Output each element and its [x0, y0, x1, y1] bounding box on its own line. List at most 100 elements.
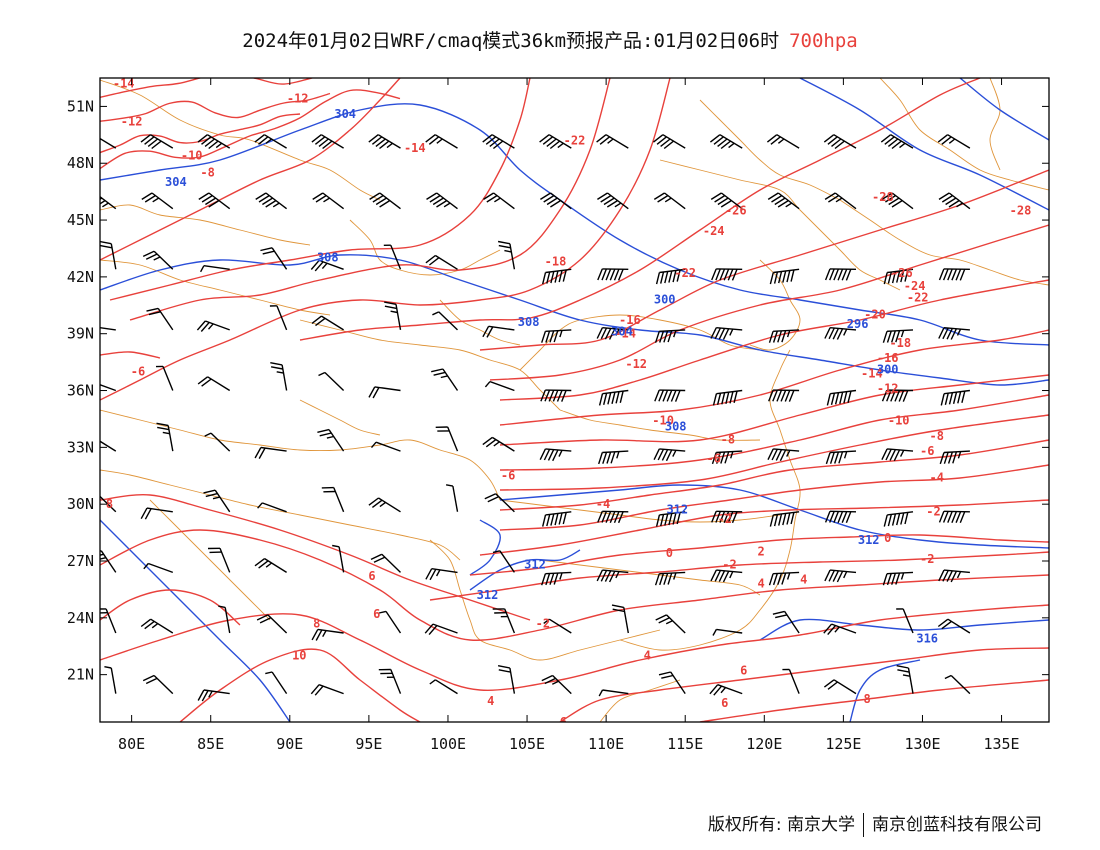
barb-feather: [721, 392, 726, 405]
border-line: [439, 299, 521, 346]
barb-feather: [254, 134, 265, 143]
wind-barb: [445, 484, 459, 512]
barb-feather: [315, 629, 323, 641]
temperature-label: -22: [564, 133, 586, 147]
barb-feather: [841, 268, 848, 281]
barb-feather: [315, 195, 327, 203]
wind-barb: [484, 493, 515, 513]
barb-staff: [100, 383, 117, 392]
temperature-label: -28: [872, 190, 894, 204]
temperature-label: -6: [920, 444, 934, 458]
temperature-label: -22: [674, 266, 696, 280]
barb-staff: [493, 192, 515, 210]
barb-feather: [485, 439, 497, 448]
wind-barb: [543, 618, 572, 634]
temperature-label: -16: [877, 351, 899, 365]
barb-staff: [162, 366, 174, 391]
barb-feather: [833, 511, 840, 523]
barb-feather: [102, 202, 109, 208]
barb-feather: [942, 570, 949, 582]
barb-feather: [709, 684, 719, 695]
lon-tick-label: 120E: [746, 735, 782, 753]
barb-feather: [843, 328, 848, 336]
barb-feather: [663, 573, 669, 585]
barb-feather: [832, 328, 840, 340]
wind-barb: [425, 568, 458, 581]
barb-feather: [714, 195, 726, 203]
barb-feather: [824, 569, 831, 582]
height-label: 300: [877, 363, 899, 377]
temperature-label: 4: [800, 573, 807, 587]
wind-barb: [823, 623, 857, 636]
barb-feather: [823, 134, 835, 143]
barb-feather: [486, 326, 494, 338]
wind-barb: [767, 448, 800, 462]
wind-barb: [370, 441, 401, 452]
barb-feather: [941, 195, 953, 203]
barb-feather: [600, 195, 612, 203]
barb-feather: [323, 197, 330, 203]
barb-feather: [773, 271, 779, 284]
wind-barb: [265, 671, 288, 694]
barb-feather: [156, 422, 169, 427]
temperature-isotherm: [469, 534, 1049, 576]
barb-feather: [713, 685, 723, 696]
barb-staff: [602, 510, 629, 513]
barb-feather: [714, 327, 722, 340]
barb-feather: [104, 666, 112, 669]
barb-feather: [658, 671, 671, 676]
wind-barb: [824, 192, 857, 210]
barb-feather: [549, 330, 555, 343]
barb-staff: [773, 448, 800, 452]
barb-feather: [598, 689, 604, 697]
barb-feather: [672, 449, 677, 457]
height-labels: 304 304 308 308 304 300 296 300 308 312 312 312 312 3…: [165, 107, 938, 646]
temperature-label: 4: [757, 577, 764, 591]
barb-feather: [957, 451, 962, 459]
barb-feather: [492, 550, 501, 554]
wind-barb: [823, 134, 857, 150]
barb-feather: [429, 679, 436, 685]
wind-barb: [379, 610, 402, 634]
wind-barb: [653, 192, 686, 210]
barb-feather: [262, 197, 273, 206]
barb-feather: [204, 432, 212, 437]
wind-barb: [482, 134, 515, 150]
barb-feather: [938, 569, 945, 582]
height-contour: [759, 618, 1049, 641]
barb-feather: [672, 512, 677, 525]
wind-barb: [767, 192, 800, 210]
barb-staff: [438, 311, 458, 331]
barb-feather: [596, 569, 604, 582]
wind-barb: [370, 553, 401, 573]
barb-feather: [314, 685, 324, 696]
barb-feather: [781, 572, 787, 585]
barb-feather: [100, 200, 106, 205]
border-line: [349, 219, 501, 276]
height-label: 308: [665, 419, 687, 433]
temperature-label: -8: [200, 166, 214, 180]
temperature-label: 10: [292, 649, 306, 663]
barb-feather: [603, 393, 608, 405]
barb-feather: [823, 623, 833, 634]
barb-feather: [900, 512, 905, 525]
border-line: [100, 469, 461, 561]
barb-staff: [210, 432, 231, 452]
wind-barb: [611, 604, 629, 634]
barb-feather: [543, 195, 555, 203]
barb-feather: [771, 448, 778, 461]
barb-feather: [961, 391, 966, 403]
height-label: 296: [847, 317, 869, 331]
barb-feather: [884, 136, 895, 145]
height-contour: [959, 78, 1049, 141]
barb-feather: [733, 391, 738, 403]
barb-feather: [710, 569, 717, 582]
barb-staff: [602, 450, 629, 454]
barb-feather: [660, 514, 665, 527]
barb-feather: [957, 391, 962, 404]
height-label: 312: [477, 588, 499, 602]
barb-feather: [728, 142, 735, 149]
barb-feather: [663, 330, 669, 343]
barb-feather: [900, 572, 905, 580]
lat-tick-label: 48N: [67, 154, 94, 172]
